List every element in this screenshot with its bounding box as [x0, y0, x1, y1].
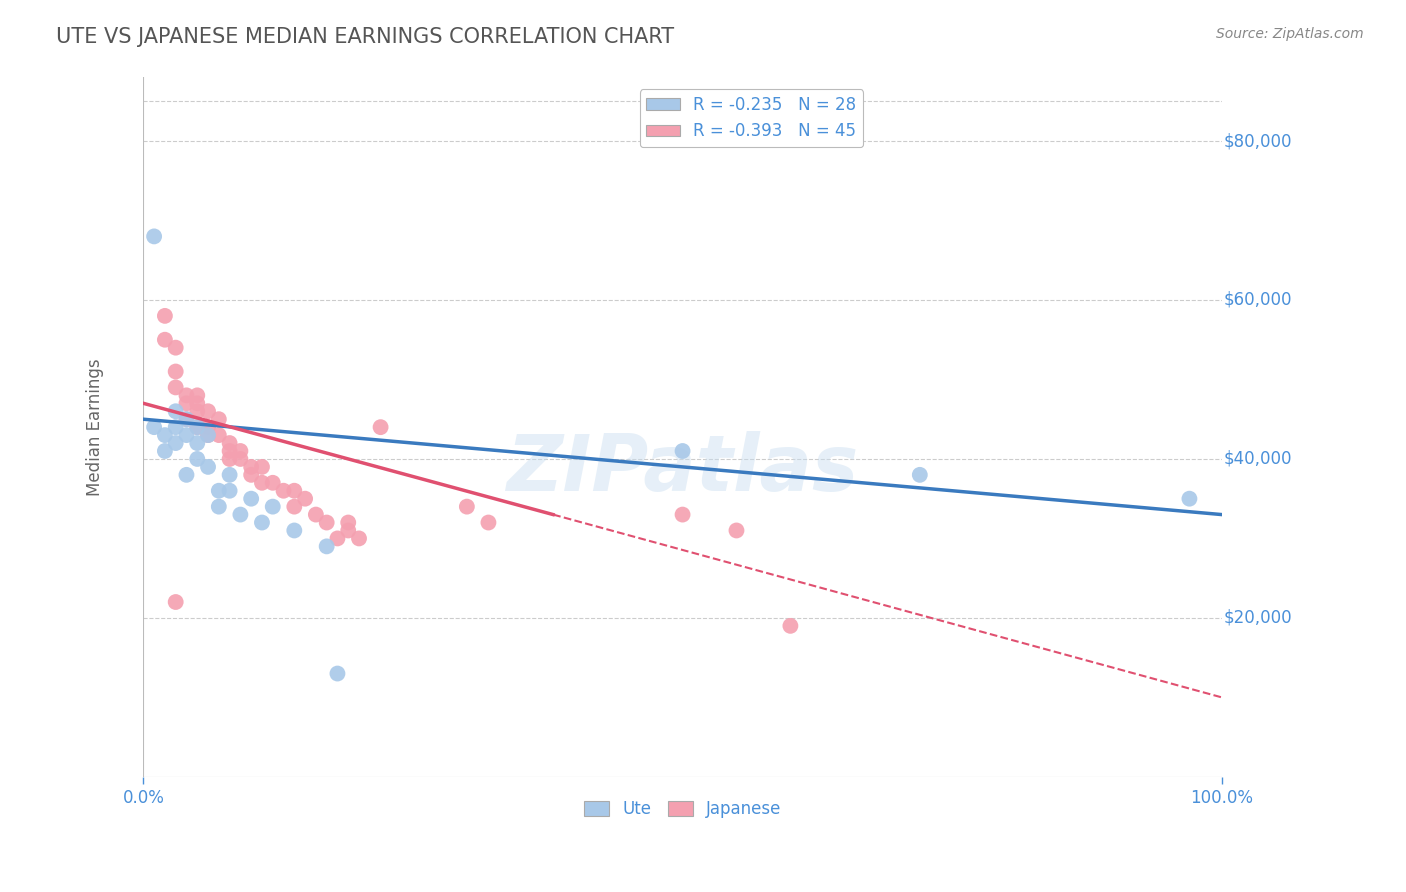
Point — [1178, 491, 1201, 506]
Point — [283, 500, 305, 514]
Point — [218, 452, 240, 467]
Point — [671, 508, 693, 522]
Point — [250, 516, 273, 530]
Point — [456, 500, 478, 514]
Point — [176, 428, 198, 442]
Point — [197, 459, 219, 474]
Text: $20,000: $20,000 — [1225, 609, 1292, 627]
Point — [165, 364, 187, 378]
Point — [208, 412, 231, 426]
Point — [229, 452, 252, 467]
Text: Source: ZipAtlas.com: Source: ZipAtlas.com — [1216, 27, 1364, 41]
Point — [337, 516, 360, 530]
Text: $60,000: $60,000 — [1225, 291, 1292, 309]
Text: Median Earnings: Median Earnings — [86, 359, 104, 496]
Point — [218, 444, 240, 458]
Text: UTE VS JAPANESE MEDIAN EARNINGS CORRELATION CHART: UTE VS JAPANESE MEDIAN EARNINGS CORRELAT… — [56, 27, 675, 46]
Point — [908, 467, 931, 482]
Point — [176, 467, 198, 482]
Point — [165, 380, 187, 394]
Point — [153, 428, 176, 442]
Point — [218, 436, 240, 450]
Point — [337, 524, 360, 538]
Point — [229, 508, 252, 522]
Point — [186, 452, 208, 467]
Point — [240, 491, 263, 506]
Point — [165, 341, 187, 355]
Point — [262, 500, 284, 514]
Point — [165, 404, 187, 418]
Point — [671, 444, 693, 458]
Point — [165, 436, 187, 450]
Point — [262, 475, 284, 490]
Point — [208, 500, 231, 514]
Point — [143, 420, 166, 434]
Point — [153, 444, 176, 458]
Text: $40,000: $40,000 — [1225, 450, 1292, 468]
Point — [186, 388, 208, 402]
Point — [779, 619, 801, 633]
Point — [186, 396, 208, 410]
Point — [186, 404, 208, 418]
Point — [477, 516, 499, 530]
Text: ZIPatlas: ZIPatlas — [506, 431, 859, 508]
Point — [315, 516, 337, 530]
Point — [197, 428, 219, 442]
Point — [294, 491, 316, 506]
Point — [240, 467, 263, 482]
Point — [326, 666, 349, 681]
Point — [250, 459, 273, 474]
Point — [176, 388, 198, 402]
Point — [725, 524, 748, 538]
Point — [347, 532, 370, 546]
Point — [283, 524, 305, 538]
Point — [218, 483, 240, 498]
Point — [197, 420, 219, 434]
Point — [165, 420, 187, 434]
Point — [283, 483, 305, 498]
Point — [143, 229, 166, 244]
Point — [250, 475, 273, 490]
Point — [197, 428, 219, 442]
Point — [326, 532, 349, 546]
Point — [176, 412, 198, 426]
Point — [218, 467, 240, 482]
Point — [176, 396, 198, 410]
Point — [186, 420, 208, 434]
Text: $80,000: $80,000 — [1225, 132, 1292, 150]
Point — [186, 436, 208, 450]
Point — [208, 483, 231, 498]
Point — [153, 309, 176, 323]
Point — [165, 595, 187, 609]
Point — [186, 420, 208, 434]
Point — [176, 412, 198, 426]
Point — [370, 420, 392, 434]
Point — [240, 459, 263, 474]
Point — [273, 483, 295, 498]
Point — [305, 508, 328, 522]
Legend: Ute, Japanese: Ute, Japanese — [576, 793, 789, 824]
Point — [197, 404, 219, 418]
Point — [153, 333, 176, 347]
Point — [229, 444, 252, 458]
Point — [208, 428, 231, 442]
Point — [315, 540, 337, 554]
